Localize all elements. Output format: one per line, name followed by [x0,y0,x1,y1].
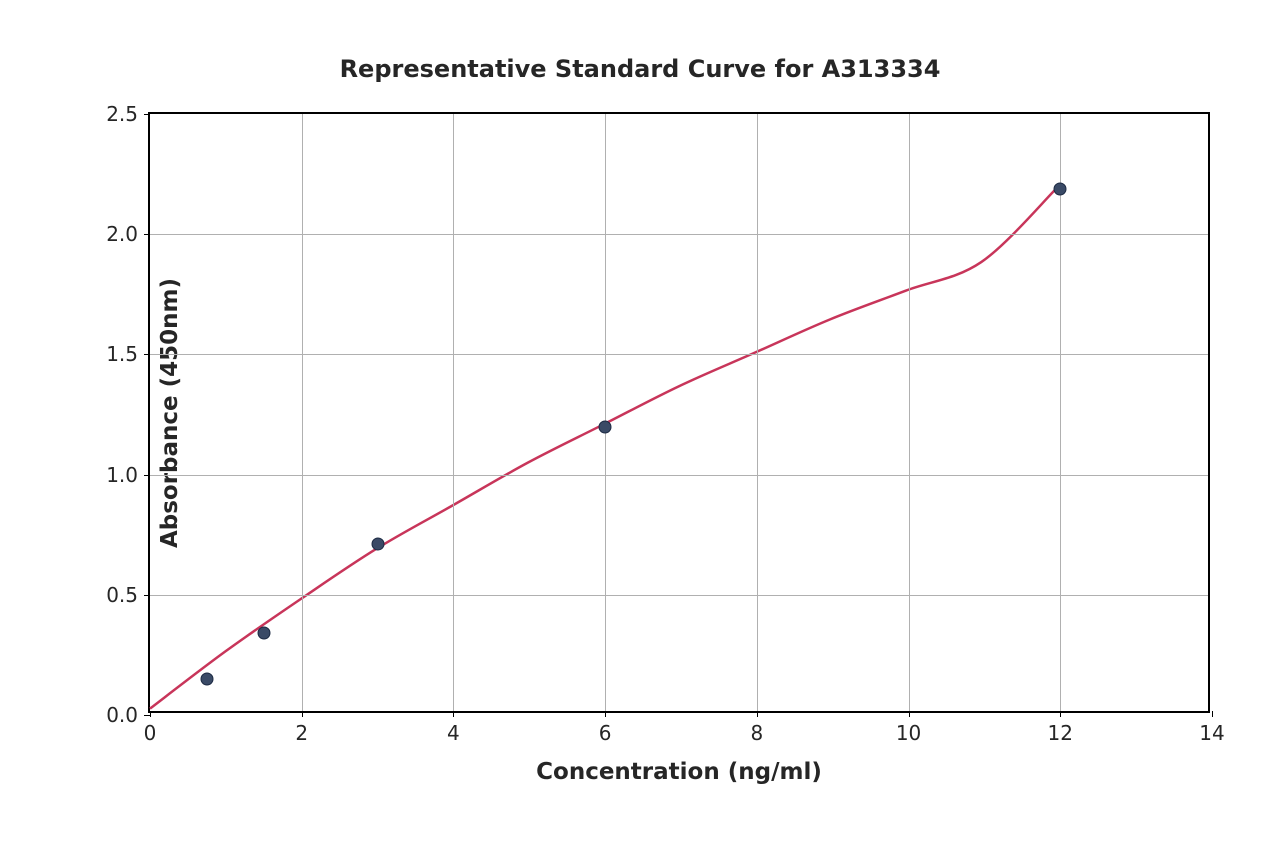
grid-line-horizontal [150,595,1208,596]
grid-line-vertical [757,114,758,711]
y-tick [144,715,150,716]
plot-area: Concentration (ng/ml) Absorbance (450nm)… [148,112,1210,713]
x-tick [150,711,151,717]
x-tick [605,711,606,717]
y-tick-label: 2.0 [106,222,138,246]
data-point [257,627,270,640]
grid-line-vertical [909,114,910,711]
grid-line-vertical [453,114,454,711]
y-tick [144,475,150,476]
y-axis-label: Absorbance (450nm) [157,277,183,547]
y-tick [144,354,150,355]
x-tick [302,711,303,717]
data-point [200,672,213,685]
chart-title: Representative Standard Curve for A31333… [340,55,941,83]
x-tick-label: 8 [750,721,763,745]
x-tick-label: 10 [896,721,921,745]
data-point [371,538,384,551]
data-point [1054,182,1067,195]
y-tick-label: 1.5 [106,342,138,366]
curve-line [150,114,1208,711]
x-tick-label: 2 [295,721,308,745]
x-tick-label: 6 [599,721,612,745]
grid-line-horizontal [150,475,1208,476]
x-tick-label: 0 [144,721,157,745]
grid-line-vertical [605,114,606,711]
x-axis-label: Concentration (ng/ml) [536,759,822,785]
y-tick [144,114,150,115]
y-tick-label: 0.0 [106,703,138,727]
x-tick-label: 12 [1048,721,1073,745]
x-tick [1212,711,1213,717]
y-tick-label: 0.5 [106,583,138,607]
grid-line-horizontal [150,354,1208,355]
y-tick-label: 1.0 [106,463,138,487]
x-tick [1060,711,1061,717]
data-point [599,420,612,433]
y-tick-label: 2.5 [106,102,138,126]
grid-line-horizontal [150,234,1208,235]
grid-line-vertical [302,114,303,711]
y-tick [144,234,150,235]
x-tick-label: 4 [447,721,460,745]
x-tick [453,711,454,717]
grid-line-vertical [1060,114,1061,711]
x-tick [757,711,758,717]
y-tick [144,595,150,596]
chart-container: Representative Standard Curve for A31333… [0,0,1280,845]
x-tick [909,711,910,717]
x-tick-label: 14 [1199,721,1224,745]
